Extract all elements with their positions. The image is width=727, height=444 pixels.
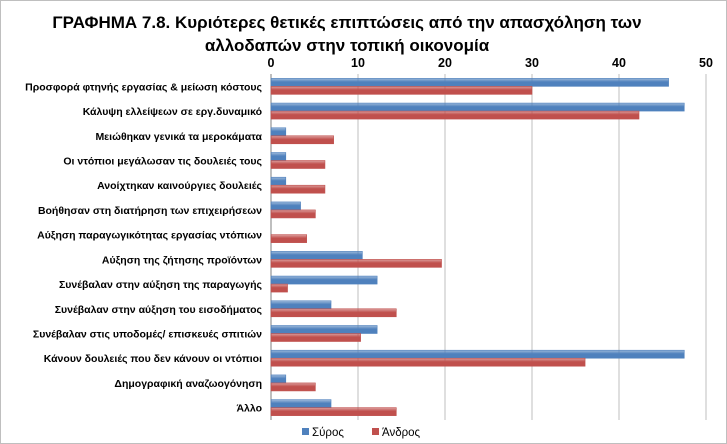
chart-title-line1: ΓΡΑΦΗΜΑ 7.8. Κυριότερες θετικές επιπτώσε…: [52, 13, 641, 32]
legend-swatch: [372, 428, 379, 435]
x-tick-label: 20: [438, 56, 452, 70]
bar-andros: [270, 135, 334, 145]
bar-andros: [270, 333, 361, 342]
bar-andros: [270, 283, 288, 293]
category-label: Συνέβαλαν στην αύξηση της παραγωγής: [59, 279, 263, 291]
x-axis-ticks: 0 10 20 30 40 50: [268, 56, 713, 70]
bar-andros: [270, 234, 307, 243]
category-label: Αύξηση παραγωγικότητας εργασίας ντόπιων: [37, 230, 262, 242]
category-label: Κάνουν δουλειές που δεν κάνουν οι ντόπιο…: [44, 353, 262, 365]
bar-syros: [270, 102, 685, 112]
bar-syros: [270, 374, 287, 384]
bar-syros: [270, 349, 685, 359]
bar-andros: [270, 357, 586, 367]
bar-syros: [270, 201, 301, 211]
x-tick-label: 30: [525, 56, 539, 70]
x-tick-label: 0: [268, 56, 275, 70]
category-label: Δημογραφική αναζωογόνηση: [114, 378, 262, 390]
category-labels: Προσφορά φτηνής εργασίας & μείωση κόστου…: [25, 81, 262, 414]
bar-syros: [270, 127, 287, 137]
legend-label: Άνδρος: [382, 427, 421, 439]
category-label: Ανοίχτηκαν καινούργιες δουλειές: [97, 180, 262, 192]
legend: Σύρος Άνδρος: [302, 427, 421, 439]
category-label: Κάλυψη ελλείψεων σε εργ.δυναμικό: [83, 106, 262, 118]
x-tick-label: 10: [351, 56, 365, 70]
bar-syros: [270, 78, 669, 87]
bar-syros: [270, 300, 332, 310]
bar-syros: [270, 275, 378, 285]
bar-andros: [270, 184, 326, 194]
category-label: Συνέβαλαν στην αύξηση του εισοδήματος: [55, 304, 263, 316]
category-label: Συνέβαλαν στις υποδομές/ επισκευές σπιτι…: [33, 329, 262, 341]
bar-andros: [270, 308, 397, 318]
bar-andros: [270, 110, 640, 120]
bars: [270, 78, 685, 416]
bar-syros: [270, 325, 378, 334]
category-label: Οι ντόπιοι μεγάλωσαν τις δουλειές τους: [63, 156, 262, 168]
bar-andros: [270, 382, 316, 392]
bar-syros: [270, 251, 363, 260]
bar-andros: [270, 407, 397, 416]
gridlines: [270, 74, 707, 420]
category-label: Αύξηση της ζήτησης προϊόντων: [102, 254, 262, 266]
legend-label: Σύρος: [312, 427, 344, 439]
category-label: Βοήθησαν στη διατήρηση των επιχειρήσεων: [38, 205, 262, 217]
category-label: Μειώθηκαν γενικά τα μεροκάματα: [95, 131, 262, 143]
bar-andros: [270, 160, 326, 169]
category-label: Προσφορά φτηνής εργασίας & μείωση κόστου…: [25, 81, 262, 93]
legend-swatch: [302, 428, 309, 435]
bar-syros: [270, 152, 287, 161]
bar-andros: [270, 209, 316, 219]
bar-andros: [270, 259, 442, 268]
category-label: Άλλο: [236, 403, 262, 415]
x-tick-label: 40: [612, 56, 626, 70]
bar-syros: [270, 399, 332, 408]
bar-syros: [270, 176, 287, 186]
x-tick-label: 50: [699, 56, 713, 70]
chart-title-line2: αλλοδαπών στην τοπική οικονομία: [205, 36, 490, 55]
bar-andros: [270, 86, 533, 95]
